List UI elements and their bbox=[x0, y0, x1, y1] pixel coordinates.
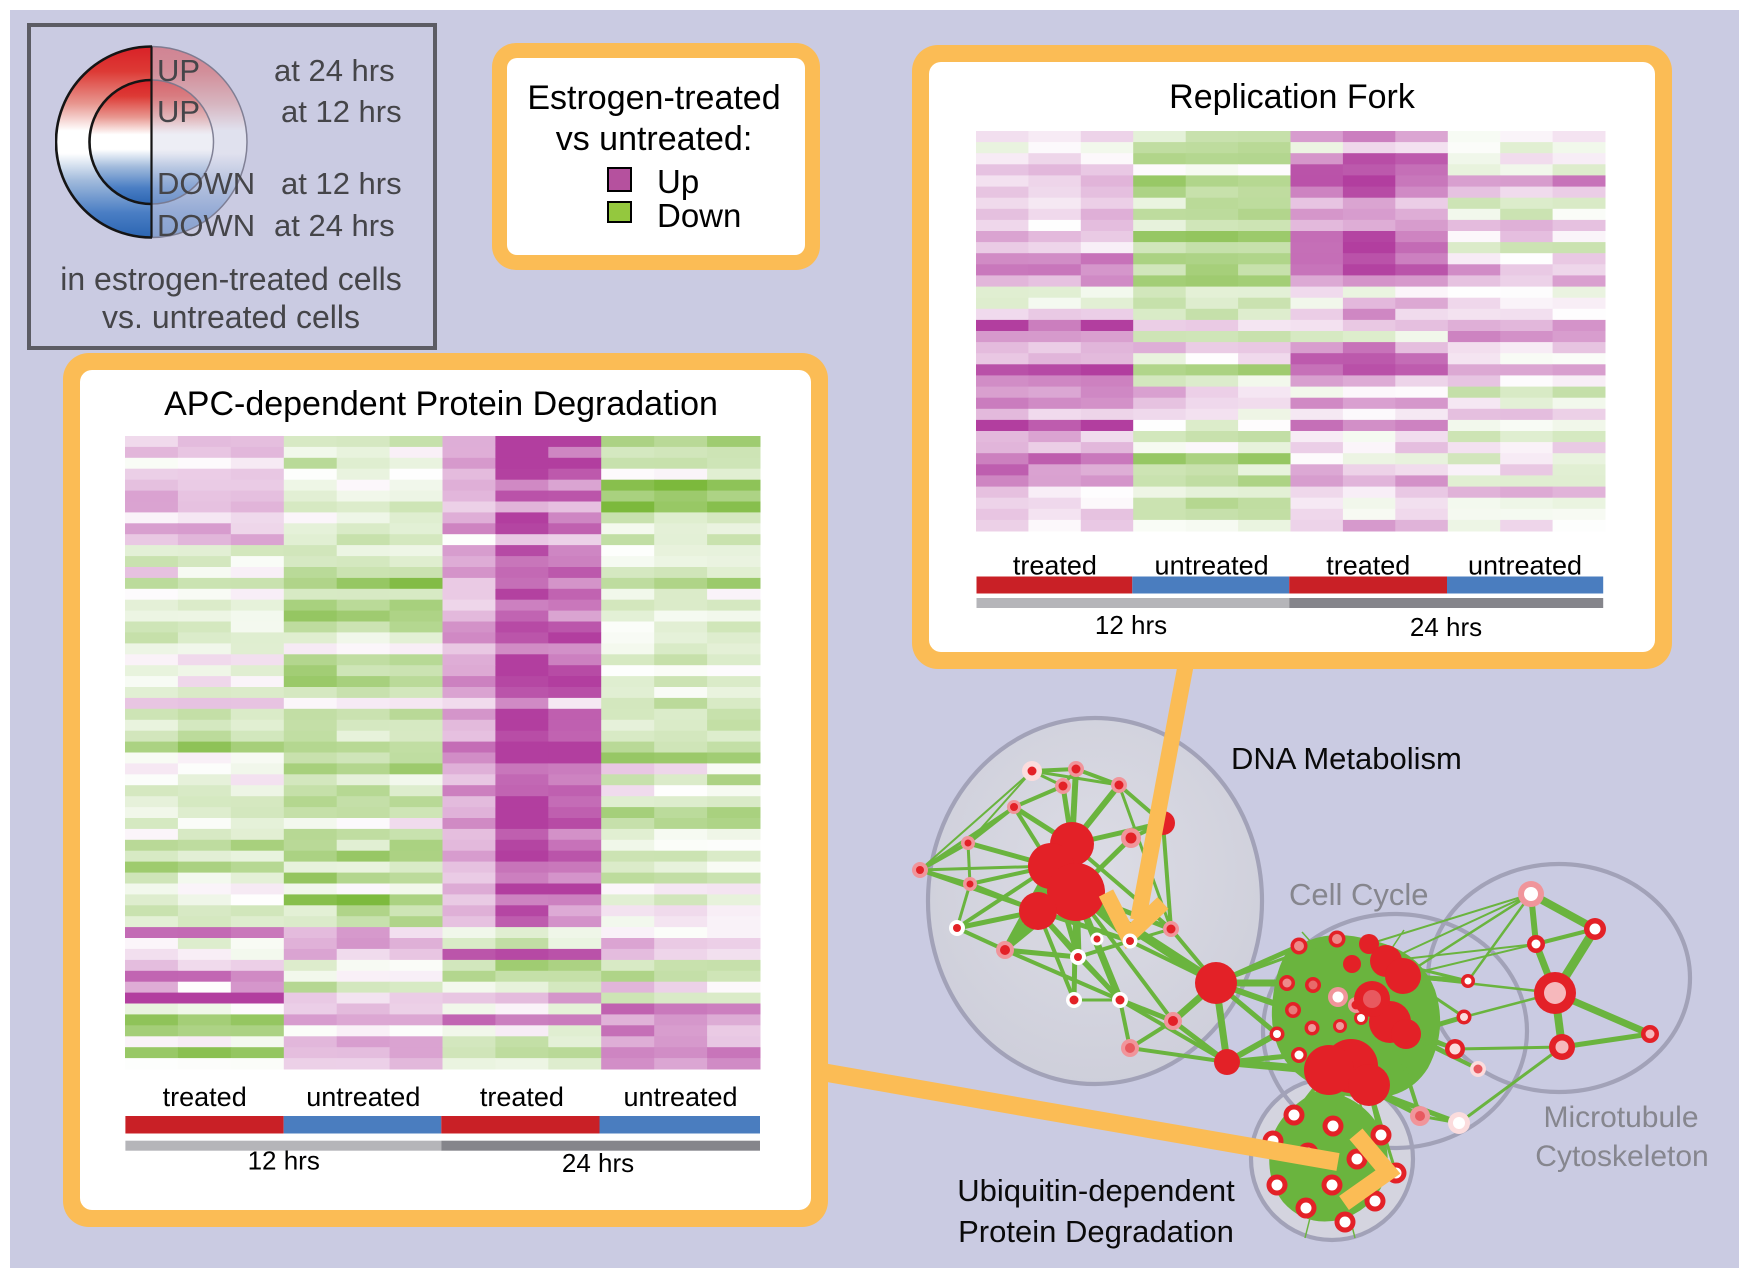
svg-text:at 12 hrs: at 12 hrs bbox=[281, 94, 402, 129]
svg-text:DNA Metabolism: DNA Metabolism bbox=[1231, 741, 1462, 776]
svg-text:Down: Down bbox=[657, 197, 741, 234]
svg-text:Cytoskeleton: Cytoskeleton bbox=[1535, 1140, 1708, 1173]
svg-text:untreated: untreated bbox=[1468, 551, 1582, 581]
svg-text:Protein Degradation: Protein Degradation bbox=[958, 1214, 1234, 1249]
svg-text:in estrogen-treated cells: in estrogen-treated cells bbox=[60, 261, 402, 297]
svg-text:treated: treated bbox=[1013, 551, 1097, 581]
svg-text:UP: UP bbox=[157, 94, 200, 129]
svg-text:vs. untreated cells: vs. untreated cells bbox=[102, 299, 360, 335]
svg-text:DOWN: DOWN bbox=[157, 208, 255, 243]
svg-text:12 hrs: 12 hrs bbox=[248, 1146, 320, 1176]
svg-text:24 hrs: 24 hrs bbox=[562, 1148, 634, 1178]
svg-text:vs untreated:: vs untreated: bbox=[556, 120, 753, 158]
svg-text:Estrogen-treated: Estrogen-treated bbox=[527, 79, 780, 117]
svg-text:DOWN: DOWN bbox=[157, 166, 255, 201]
svg-text:at 12 hrs: at 12 hrs bbox=[281, 166, 402, 201]
svg-text:Replication Fork: Replication Fork bbox=[1169, 78, 1416, 116]
svg-text:APC-dependent Protein Degradat: APC-dependent Protein Degradation bbox=[164, 385, 718, 423]
svg-text:24 hrs: 24 hrs bbox=[1410, 612, 1482, 642]
svg-text:treated: treated bbox=[1326, 551, 1410, 581]
svg-text:Cell Cycle: Cell Cycle bbox=[1289, 877, 1429, 912]
svg-text:treated: treated bbox=[480, 1082, 564, 1112]
svg-text:untreated: untreated bbox=[623, 1082, 737, 1112]
svg-text:Ubiquitin-dependent: Ubiquitin-dependent bbox=[957, 1173, 1235, 1208]
svg-text:at 24 hrs: at 24 hrs bbox=[274, 53, 395, 88]
svg-text:Microtubule: Microtubule bbox=[1543, 1101, 1698, 1134]
svg-text:treated: treated bbox=[163, 1082, 247, 1112]
svg-text:untreated: untreated bbox=[306, 1082, 420, 1112]
svg-text:untreated: untreated bbox=[1155, 551, 1269, 581]
svg-text:12 hrs: 12 hrs bbox=[1095, 610, 1167, 640]
svg-text:at 24 hrs: at 24 hrs bbox=[274, 208, 395, 243]
svg-text:Up: Up bbox=[657, 163, 699, 200]
svg-text:UP: UP bbox=[157, 53, 200, 88]
